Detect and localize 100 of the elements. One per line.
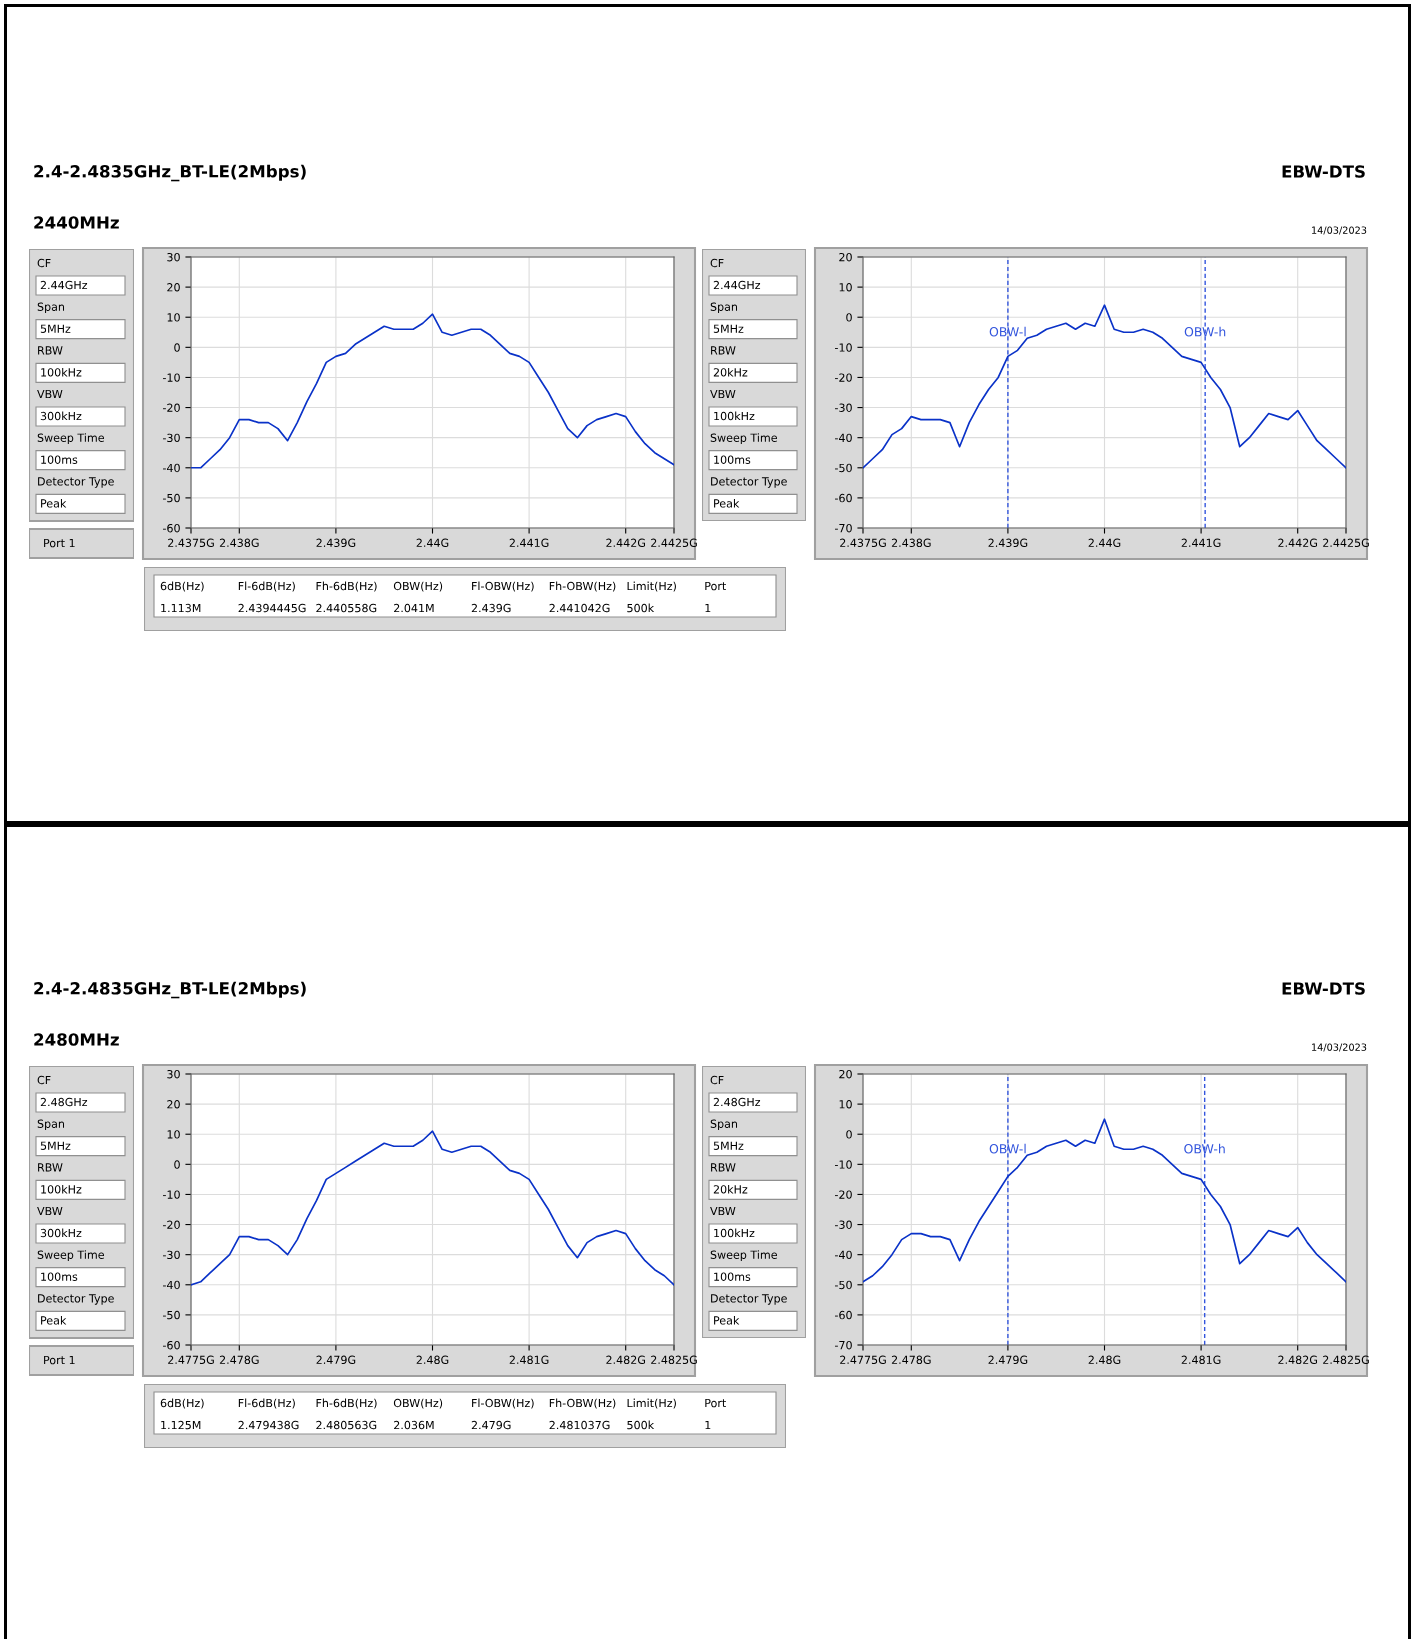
y-tick-label: -40 (162, 1280, 180, 1290)
y-tick-label: 30 (167, 252, 180, 262)
text: 100kHz (714, 1228, 755, 1238)
text: Span (710, 1119, 738, 1131)
y-tick-label: -30 (834, 1220, 852, 1229)
text: Fh-OBW(Hz) (549, 1398, 616, 1409)
x-tick-label: 2.441G (1181, 538, 1221, 548)
y-tick-label: -50 (162, 1310, 180, 1320)
text: Detector Type (38, 477, 114, 488)
text: Fh-OBW(Hz) (549, 581, 616, 592)
text: 100kHz (714, 411, 755, 421)
text: 500k (627, 603, 655, 613)
x-tick-label: 2.439G (988, 538, 1028, 548)
text: 5MHz (40, 1141, 71, 1150)
x-tick-label: 2.4375G (840, 538, 886, 548)
text: Sweep Time (37, 433, 104, 445)
text: 100ms (41, 455, 78, 464)
y-tick-label: 20 (167, 283, 180, 292)
line-series (191, 1130, 674, 1286)
text: 5MHz (713, 324, 744, 333)
text: Limit(Hz) (627, 581, 676, 592)
text: Span (37, 1119, 65, 1131)
text: 2.4-2.4835GHz_BT-LE(2Mbps) (34, 164, 306, 182)
text: 5MHz (713, 1141, 744, 1150)
text: VBW (37, 389, 63, 399)
ref-line-label: OBW-h (1184, 1143, 1225, 1154)
text: Peak (41, 1315, 67, 1325)
text: OBW(Hz) (393, 1398, 443, 1409)
text: Limit(Hz) (627, 1398, 676, 1409)
y-tick-label: 0 (846, 1130, 852, 1139)
text: 1.125M (161, 1420, 201, 1430)
y-tick-label: 10 (839, 1100, 852, 1109)
text: OBW(Hz) (393, 581, 443, 592)
y-tick-label: -50 (834, 463, 852, 473)
y-tick-label: -70 (834, 523, 852, 533)
text: 2.481037G (549, 1420, 610, 1430)
text: 100ms (714, 1272, 751, 1281)
text: VBW (710, 1206, 736, 1216)
text: EBW-DTS (1282, 165, 1365, 178)
text: Fl-OBW(Hz) (472, 581, 534, 592)
text: Peak (714, 498, 740, 508)
text: EBW-DTS (1282, 982, 1365, 995)
line-series (191, 313, 674, 469)
text: 300kHz (40, 1228, 82, 1238)
text: Sweep Time (37, 1250, 104, 1262)
text: 2.439G (471, 603, 511, 613)
text: 300kHz (40, 411, 82, 421)
text: Fh-6dB(Hz) (316, 581, 377, 592)
y-tick-label: -50 (162, 493, 180, 503)
y-tick-label: -60 (834, 1310, 852, 1320)
text: 100ms (714, 455, 751, 464)
text: 1.113M (161, 603, 201, 613)
text: 2.4-2.4835GHz_BT-LE(2Mbps) (34, 981, 306, 999)
text: 2.44GHz (40, 280, 88, 290)
y-tick-label: -30 (162, 433, 180, 443)
y-tick-label: -70 (834, 1340, 852, 1350)
text: 100kHz (41, 367, 82, 377)
ref-line-label: OBW-h (1184, 326, 1226, 337)
y-tick-label: 0 (174, 343, 180, 352)
text: Span (37, 302, 65, 314)
y-tick-label: -20 (834, 1190, 852, 1199)
text: RBW (711, 1163, 736, 1172)
text: Fl-6dB(Hz) (238, 1398, 295, 1409)
text: 2.441042G (549, 603, 610, 613)
text: Detector Type (711, 477, 787, 488)
line-series (863, 304, 1346, 469)
y-tick-label: 10 (167, 1130, 180, 1139)
x-tick-label: 2.482G (1278, 1355, 1317, 1365)
text: 500k (627, 1420, 655, 1430)
x-tick-label: 2.44G (1088, 538, 1121, 548)
text: Sweep Time (710, 433, 777, 445)
x-tick-label: 2.442G (606, 538, 645, 548)
text: CF (37, 1075, 51, 1085)
x-tick-label: 2.44G (416, 538, 449, 548)
y-tick-label: -20 (834, 373, 852, 382)
y-tick-label: -60 (162, 523, 180, 533)
text: 2.480563G (316, 1420, 377, 1430)
y-tick-label: 30 (167, 1069, 180, 1079)
y-tick-label: -10 (162, 1190, 180, 1199)
text: 5MHz (40, 324, 71, 333)
x-tick-label: 2.4425G (1323, 538, 1369, 548)
text: VBW (37, 1206, 63, 1216)
text: Port (705, 581, 726, 591)
x-tick-label: 2.4375G (168, 538, 214, 548)
y-tick-label: 0 (174, 1160, 180, 1169)
text: 1 (705, 1420, 711, 1430)
text: Port 1 (44, 538, 75, 548)
x-tick-label: 2.4775G (168, 1355, 214, 1365)
ref-line-label: OBW-l (989, 326, 1026, 337)
x-tick-label: 2.481G (1181, 1355, 1221, 1365)
text: Detector Type (38, 1294, 114, 1305)
text: RBW (711, 346, 736, 355)
text: 100ms (41, 1272, 78, 1281)
x-tick-label: 2.4825G (651, 1355, 697, 1365)
text: VBW (710, 389, 736, 399)
text: Peak (714, 1315, 740, 1325)
x-tick-label: 2.439G (316, 538, 356, 548)
text: Peak (41, 498, 67, 508)
y-tick-label: 0 (846, 313, 852, 322)
text: 2.036M (394, 1420, 434, 1430)
